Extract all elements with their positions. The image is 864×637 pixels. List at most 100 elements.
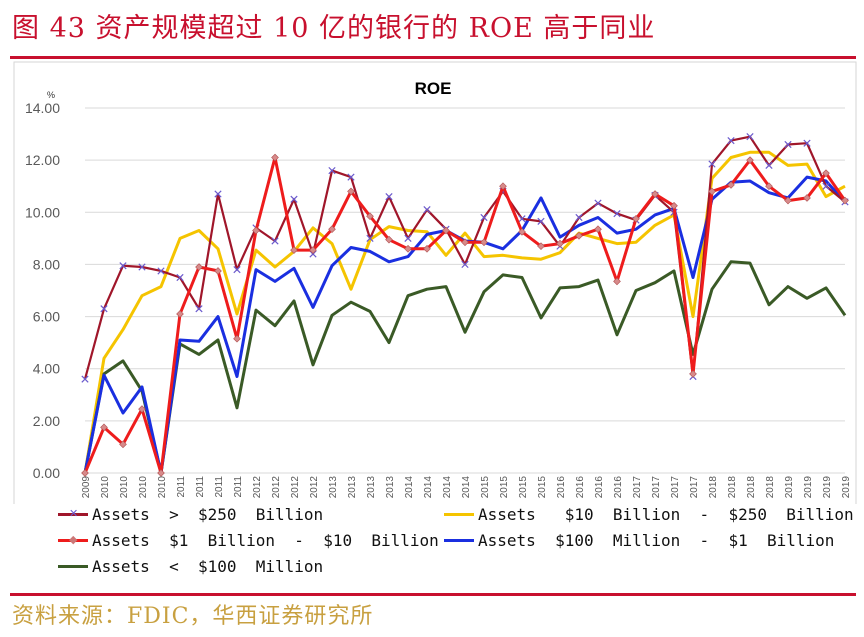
x-axis-ticks: 2009 2010 2010 2010 2010 2011 2011 2011 2011 2012… — [81, 476, 852, 499]
legend-item-under-100m: Assets < $100 Million — [58, 554, 323, 578]
x-marker — [309, 250, 317, 258]
diamond-marker — [119, 440, 127, 449]
series-1 — [83, 150, 846, 474]
x-tick-label: 2014 — [461, 476, 472, 499]
figure-title: 图 43 资产规模超过 10 亿的银行的 ROE 高于同业 — [12, 13, 656, 44]
x-marker — [233, 266, 241, 274]
series-4 — [83, 260, 847, 475]
series-line-1 — [83, 150, 846, 474]
x-marker — [803, 139, 811, 147]
x-marker — [214, 190, 222, 198]
x-tick-label: 2018 — [708, 476, 719, 499]
diamond-marker — [366, 212, 374, 221]
diamond-marker — [100, 423, 108, 432]
legend-label-10b-250b: Assets $10 Billion - $250 Billion — [478, 504, 854, 524]
diamond-marker — [480, 238, 488, 247]
diamond-marker — [689, 370, 697, 378]
diamond-marker — [290, 246, 298, 254]
x-tick-label: 2013 — [347, 476, 358, 499]
diamond-marker — [214, 267, 222, 275]
x-tick-label: 2016 — [594, 476, 605, 499]
x-tick-label: 2010 — [100, 476, 111, 499]
diamond-marker — [670, 201, 678, 210]
x-tick-label: 2017 — [651, 476, 662, 499]
diamond-marker — [841, 196, 849, 205]
x-tick-label: 2018 — [746, 476, 757, 499]
diamond-marker — [328, 225, 336, 234]
x-marker — [461, 260, 469, 269]
x-marker — [176, 273, 184, 282]
legend-label-over-250b: Assets > $250 Billion — [92, 504, 324, 524]
x-tick-label: 2010 — [138, 476, 149, 499]
legend-item-100m-1b: Assets $100 Million - $1 Billion — [444, 528, 834, 552]
y-tick-label: 0.00 — [33, 465, 60, 481]
x-tick-label: 2015 — [499, 476, 510, 499]
x-tick-label: 2014 — [423, 476, 434, 499]
x-marker — [347, 173, 355, 181]
diamond-marker — [195, 263, 203, 271]
legend-swatch-100m-1b — [444, 533, 474, 547]
legend-label-1b-10b: Assets $1 Billion - $10 Billion — [92, 530, 439, 550]
x-marker — [366, 234, 374, 242]
x-marker — [81, 375, 89, 383]
x-tick-label: 2019 — [803, 476, 814, 499]
diamond-marker — [271, 153, 279, 162]
diamond-marker — [765, 182, 773, 191]
x-tick-label: 2012 — [271, 476, 282, 499]
roe-line-chart: ROE 0.002.004.006.008.0010.0012.0014.00 … — [13, 61, 857, 504]
x-marker — [575, 213, 583, 222]
diamond-marker — [537, 242, 545, 251]
diamond-marker — [81, 469, 89, 477]
y-unit-label: % — [47, 90, 55, 100]
x-marker — [138, 263, 146, 271]
x-tick-label: 2014 — [442, 476, 453, 499]
x-tick-label: 2013 — [385, 476, 396, 499]
x-marker — [271, 237, 279, 245]
source-note: 资料来源：FDIC，华西证券研究所 — [12, 604, 374, 629]
diamond-marker — [233, 334, 241, 343]
diamond-marker — [157, 469, 165, 477]
y-tick-label: 10.00 — [25, 204, 60, 220]
x-tick-label: 2015 — [518, 476, 529, 499]
x-marker — [765, 161, 773, 169]
x-marker — [594, 199, 602, 207]
diamond-marker — [499, 182, 507, 191]
x-marker — [518, 215, 526, 223]
y-tick-label: 12.00 — [25, 152, 60, 168]
legend-swatch-under-100m — [58, 559, 88, 573]
x-marker — [100, 305, 108, 313]
x-marker — [157, 267, 165, 275]
y-tick-label: 8.00 — [33, 256, 60, 272]
x-marker — [746, 133, 754, 141]
x-tick-label: 2018 — [727, 476, 738, 499]
x-marker — [328, 166, 336, 175]
diamond-marker — [423, 244, 431, 253]
x-tick-label: 2016 — [613, 476, 624, 499]
x-marker — [119, 262, 127, 270]
series-2 — [81, 153, 849, 477]
x-tick-label: 2015 — [480, 476, 491, 499]
series-line-4 — [83, 260, 847, 475]
x-tick-label: 2014 — [404, 476, 415, 499]
x-marker-icon: ✕ — [69, 507, 79, 520]
chart-legend: ✕ Assets > $250 Billion Assets $10 Billi… — [58, 502, 858, 584]
y-tick-label: 2.00 — [33, 413, 60, 429]
legend-swatch-10b-250b — [444, 507, 474, 521]
diamond-marker — [651, 190, 659, 198]
diamond-marker — [594, 225, 602, 234]
diamond-marker — [613, 277, 621, 286]
legend-swatch-over-250b: ✕ — [58, 507, 88, 521]
x-tick-label: 2019 — [822, 476, 833, 499]
x-marker — [727, 136, 735, 145]
x-tick-label: 2012 — [290, 476, 301, 499]
x-tick-label: 2009 — [81, 476, 92, 499]
diamond-marker — [784, 196, 792, 205]
x-tick-label: 2012 — [252, 476, 263, 499]
diamond-marker — [822, 169, 830, 178]
diamond-marker — [138, 405, 146, 413]
x-tick-label: 2016 — [556, 476, 567, 499]
y-tick-label: 14.00 — [25, 100, 60, 116]
legend-item-10b-250b: Assets $10 Billion - $250 Billion — [444, 502, 854, 526]
series-layer — [81, 133, 849, 477]
x-tick-label: 2011 — [176, 476, 187, 498]
